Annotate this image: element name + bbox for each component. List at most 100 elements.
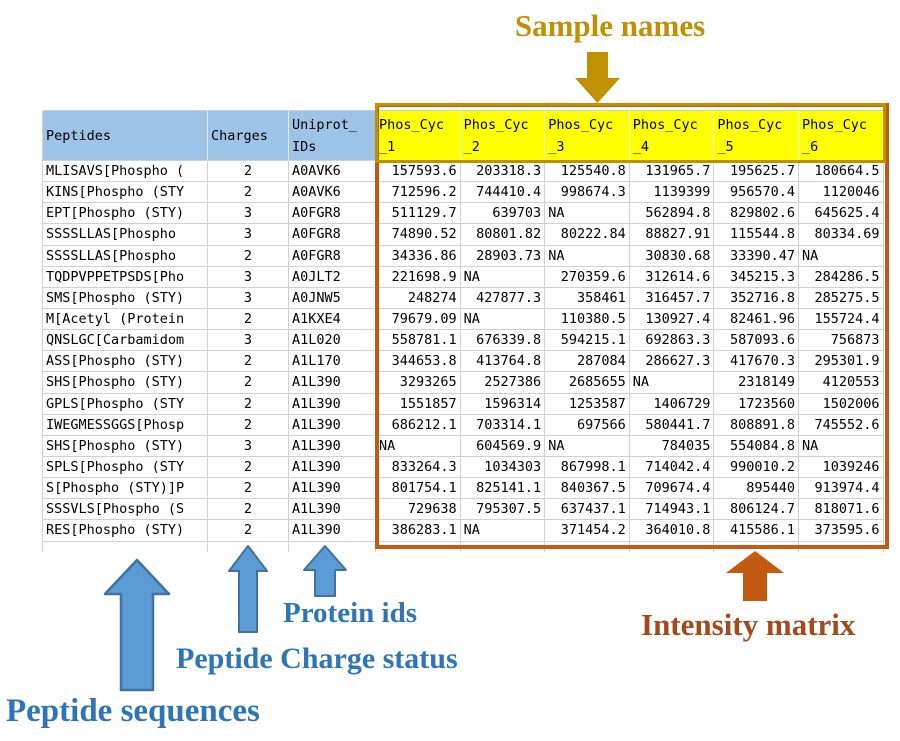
charge-cell: 3 <box>208 224 289 246</box>
charge-cell: 2 <box>208 414 289 436</box>
peptide-sequences-label: Peptide sequences <box>6 693 260 729</box>
intensity-cell: 829802.6 <box>714 203 799 225</box>
charge-cell: 2 <box>208 499 289 521</box>
sample-header: Phos_Cyc _6 <box>798 111 884 161</box>
intensity-cell: 284286.5 <box>798 266 884 288</box>
intensity-cell: 285275.5 <box>798 287 884 309</box>
intensity-cell: 80334.69 <box>798 224 884 246</box>
intensity-cell: 558781.1 <box>376 330 461 352</box>
charge-cell: 2 <box>208 161 289 183</box>
intensity-cell: 415586.1 <box>714 520 799 542</box>
intensity-cell: 155724.4 <box>798 308 884 331</box>
intensity-cell: NA <box>460 266 546 288</box>
intensity-cell: 373595.6 <box>798 520 884 542</box>
intensity-cell: 287084 <box>545 351 630 373</box>
charge-cell: 3 <box>208 330 289 352</box>
intensity-cell: 703314.1 <box>460 414 546 436</box>
intensity-cell: 840367.5 <box>545 478 630 500</box>
charge-cell: 3 <box>208 203 289 225</box>
intensity-cell: 371454.2 <box>545 520 630 542</box>
intensity-cell: 511129.7 <box>376 203 461 225</box>
intensity-cell: NA <box>798 245 884 267</box>
intensity-cell: 676339.8 <box>460 330 546 352</box>
intensity-cell: 913974.4 <box>798 478 884 500</box>
intensity-cell: 352716.8 <box>714 287 799 309</box>
charge-cell: 2 <box>208 520 289 542</box>
intensity-cell: 130927.4 <box>629 308 715 331</box>
intensity-matrix-label: Intensity matrix <box>641 607 856 642</box>
col-header-peptides: Peptides <box>43 111 208 161</box>
uniprot-cell: A0FGR8 <box>289 203 376 225</box>
intensity-cell: 998674.3 <box>545 182 630 204</box>
uniprot-cell: A0AVK6 <box>289 161 376 183</box>
intensity-cell: NA <box>545 245 630 267</box>
charge-cell: 2 <box>208 182 289 204</box>
intensity-cell: NA <box>545 203 630 225</box>
intensity-cell: 806124.7 <box>714 499 799 521</box>
intensity-cell: 808891.8 <box>714 414 799 436</box>
peptide-cell: S[Phospho (STY)]P <box>43 478 208 500</box>
intensity-cell: 131965.7 <box>629 161 715 183</box>
charge-cell: 2 <box>208 478 289 500</box>
charge-cell: 2 <box>208 372 289 394</box>
intensity-cell: 248274 <box>376 287 461 309</box>
intensity-cell: 80222.84 <box>545 224 630 246</box>
intensity-cell: 2527386 <box>460 372 546 394</box>
intensity-cell: 1039246 <box>798 456 884 479</box>
intensity-cell: 1120046 <box>798 182 884 204</box>
intensity-cell: 221698.9 <box>376 266 461 288</box>
intensity-cell: 1139399 <box>629 182 715 204</box>
intensity-cell: 80801.82 <box>460 224 546 246</box>
intensity-cell: 3293265 <box>376 372 461 394</box>
charge-cell: 2 <box>208 456 289 479</box>
intensity-cell: 1502006 <box>798 393 884 415</box>
intensity-cell: 1034303 <box>460 456 546 479</box>
intensity-cell: 833264.3 <box>376 456 461 479</box>
intensity-cell: 88827.91 <box>629 224 715 246</box>
intensity-cell: 554084.8 <box>714 435 799 457</box>
peptide-sequences-arrow-icon <box>103 558 171 692</box>
protein-ids-arrow-icon <box>303 545 347 597</box>
intensity-cell: NA <box>460 308 546 331</box>
intensity-cell: 744410.4 <box>460 182 546 204</box>
intensity-cell: 386283.1 <box>376 520 461 542</box>
intensity-cell: 1596314 <box>460 393 546 415</box>
intensity-cell: 562894.8 <box>629 203 715 225</box>
col-header-uniprot: Uniprot_ IDs <box>289 111 376 161</box>
uniprot-cell: A1L390 <box>289 393 376 415</box>
intensity-cell: 195625.7 <box>714 161 799 183</box>
intensity-cell: 712596.2 <box>376 182 461 204</box>
intensity-cell: 745552.6 <box>798 414 884 436</box>
peptide-charge-arrow-icon <box>228 545 268 633</box>
col-header-charges: Charges <box>208 111 289 161</box>
peptide-cell: SPLS[Phospho (STY <box>43 456 208 479</box>
intensity-cell: 34336.86 <box>376 245 461 267</box>
intensity-cell: 604569.9 <box>460 435 546 457</box>
data-table: Peptides Charges Uniprot_ IDs Phos_Cyc _1 Phos… <box>42 110 884 552</box>
peptide-cell: KINS[Phospho (STY <box>43 182 208 204</box>
intensity-cell: 697566 <box>545 414 630 436</box>
uniprot-cell: A0JLT2 <box>289 266 376 288</box>
charge-cell: 3 <box>208 287 289 309</box>
intensity-cell: 4120553 <box>798 372 884 394</box>
intensity-cell: 795307.5 <box>460 499 546 521</box>
intensity-cell: 316457.7 <box>629 287 715 309</box>
uniprot-cell: A1L390 <box>289 414 376 436</box>
intensity-cell: 729638 <box>376 499 461 521</box>
sample-names-label: Sample names <box>514 8 706 43</box>
uniprot-cell: A1L020 <box>289 330 376 352</box>
peptide-cell: IWEGMESSGGS[Phosp <box>43 414 208 436</box>
intensity-cell: 82461.96 <box>714 308 799 331</box>
peptide-cell: TQDPVPPETPSDS[Pho <box>43 266 208 288</box>
uniprot-cell: A1L170 <box>289 351 376 373</box>
peptide-cell: MLISAVS[Phospho ( <box>43 161 208 183</box>
uniprot-cell: A0FGR8 <box>289 245 376 267</box>
peptide-charge-status-label: Peptide Charge status <box>176 642 458 675</box>
peptide-cell: M[Acetyl (Protein <box>43 308 208 331</box>
intensity-cell: 417670.3 <box>714 351 799 373</box>
sample-names-arrow-icon <box>575 52 620 103</box>
intensity-cell: 358461 <box>545 287 630 309</box>
uniprot-cell: A1L390 <box>289 478 376 500</box>
peptide-cell: SMS[Phospho (STY) <box>43 287 208 309</box>
